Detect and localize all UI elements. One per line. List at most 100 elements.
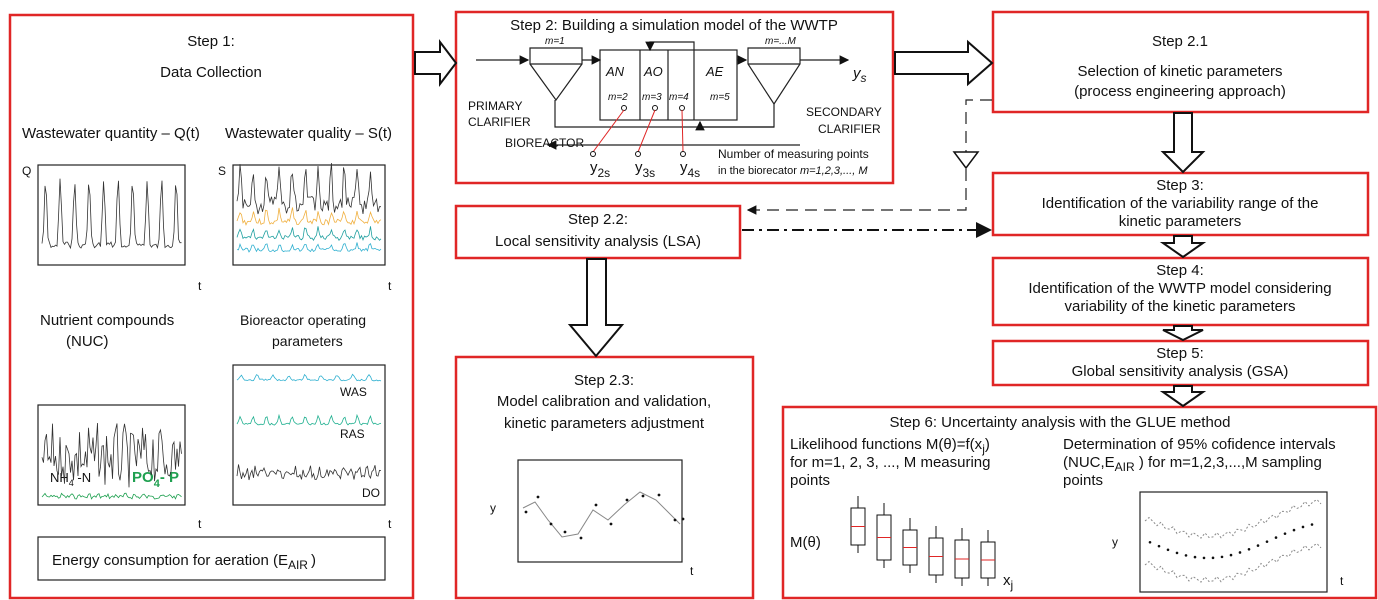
return-line bbox=[695, 120, 774, 131]
step-text: kinetic parameters bbox=[1119, 213, 1242, 230]
probe bbox=[679, 105, 685, 111]
subscript: s bbox=[861, 71, 867, 85]
text-part: ) for m=1,2,3,...,M sampling bbox=[1135, 454, 1322, 471]
step-title: Step 2.3: bbox=[574, 372, 634, 389]
arrow bbox=[567, 258, 625, 358]
sample bbox=[1301, 525, 1305, 529]
note: Number of measuring points bbox=[718, 147, 869, 161]
axis-label: t bbox=[388, 279, 392, 293]
mini-chart bbox=[37, 164, 186, 266]
sample bbox=[1220, 555, 1224, 559]
probe-line bbox=[637, 109, 656, 153]
step-text: Determination of 95% cofidence intervals bbox=[1063, 436, 1336, 453]
observation bbox=[673, 518, 677, 522]
step6-box bbox=[781, 405, 1378, 600]
squiggle bbox=[41, 422, 182, 488]
label: Wastewater quantity – Q(t) bbox=[22, 125, 200, 142]
squiggle bbox=[236, 242, 382, 253]
arrow bbox=[1159, 385, 1207, 408]
primary-clarifier bbox=[529, 47, 583, 102]
label: DO bbox=[362, 486, 380, 500]
sample bbox=[1274, 536, 1278, 539]
step-title: Step 5: bbox=[1156, 345, 1204, 362]
label-part: x bbox=[1003, 572, 1011, 589]
subscript: 3s bbox=[643, 166, 656, 180]
label-part: y bbox=[680, 159, 688, 176]
squiggle bbox=[41, 178, 182, 250]
text-part: (NUC,E bbox=[1063, 454, 1115, 471]
mini-chart bbox=[1139, 491, 1328, 593]
label-part: y bbox=[852, 65, 862, 82]
recycle bbox=[645, 41, 695, 52]
label-part: ) bbox=[311, 552, 316, 569]
arrow bbox=[1160, 112, 1206, 174]
sample bbox=[1247, 547, 1251, 551]
squiggle bbox=[236, 464, 382, 481]
observation bbox=[609, 522, 613, 526]
label-part: PO bbox=[132, 469, 154, 486]
label: (NUC) bbox=[66, 333, 109, 350]
probe bbox=[590, 151, 596, 157]
axis-label: t bbox=[1340, 574, 1344, 588]
step-text: points bbox=[790, 472, 830, 489]
subscript: j bbox=[981, 442, 985, 456]
sample bbox=[1310, 523, 1314, 526]
subscript: 4s bbox=[688, 166, 701, 180]
squiggle bbox=[236, 373, 382, 382]
text-part: Likelihood functions M(θ)=f(x bbox=[790, 436, 983, 453]
label: SECONDARY bbox=[806, 105, 882, 119]
axis-label: t bbox=[388, 517, 392, 531]
sample bbox=[1148, 540, 1152, 544]
observation bbox=[549, 522, 553, 526]
zone: AO bbox=[643, 64, 663, 79]
point: m=5 bbox=[710, 92, 730, 103]
sample bbox=[1166, 548, 1170, 552]
axis-label: xj bbox=[1003, 572, 1013, 592]
step-title: Step 2.1 bbox=[1152, 33, 1208, 50]
sample bbox=[1229, 553, 1233, 557]
step-text: Selection of kinetic parameters bbox=[1077, 63, 1282, 80]
probe bbox=[635, 151, 641, 157]
label: m=...M bbox=[765, 36, 797, 47]
arrow bbox=[1162, 325, 1204, 342]
step1-box bbox=[8, 13, 415, 600]
axis-label: t bbox=[690, 564, 694, 578]
mini-chart bbox=[517, 459, 683, 563]
zone: AE bbox=[705, 64, 724, 79]
label: y3s bbox=[635, 159, 655, 180]
subscript: 4 bbox=[69, 478, 74, 488]
step-text: (process engineering approach) bbox=[1074, 83, 1286, 100]
label: BIOREACTOR bbox=[505, 136, 584, 150]
observation bbox=[594, 503, 598, 507]
filter-symbol bbox=[952, 151, 980, 170]
label: CLARIFIER bbox=[818, 122, 881, 136]
point: m=2 bbox=[608, 92, 628, 103]
label-part: Energy consumption for aeration (E bbox=[52, 552, 288, 569]
mini-chart bbox=[37, 404, 186, 506]
step-text: Likelihood functions M(θ)=f(xj) bbox=[790, 436, 990, 456]
mini-chart bbox=[232, 164, 386, 266]
step-title: Step 2: Building a simulation model of t… bbox=[510, 17, 838, 34]
axis-label: S bbox=[218, 164, 226, 178]
label-part: -N bbox=[74, 470, 91, 485]
sample bbox=[1256, 544, 1260, 547]
label-part: - P bbox=[160, 469, 179, 486]
label: Wastewater quality – S(t) bbox=[225, 125, 392, 142]
label: y2s bbox=[590, 159, 610, 180]
step2-box bbox=[454, 10, 895, 185]
point: m=4 bbox=[669, 92, 689, 103]
observation bbox=[657, 493, 661, 497]
step-text: Model calibration and validation, bbox=[497, 393, 711, 410]
label: Nutrient compounds bbox=[40, 312, 174, 329]
observation bbox=[681, 517, 685, 521]
label: NH4 -N bbox=[50, 470, 91, 488]
label: WAS bbox=[340, 385, 367, 399]
step-title: Step 2.2: bbox=[568, 211, 628, 228]
label: y4s bbox=[680, 159, 700, 180]
mini-chart bbox=[232, 364, 386, 506]
axis-label: t bbox=[198, 517, 202, 531]
squiggle bbox=[236, 207, 382, 226]
sample bbox=[1184, 554, 1188, 557]
zone: AN bbox=[605, 64, 625, 79]
note-part: in the biorecator bbox=[718, 165, 797, 177]
